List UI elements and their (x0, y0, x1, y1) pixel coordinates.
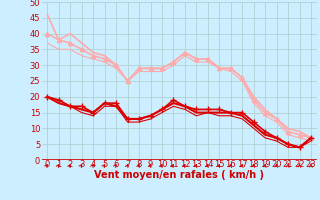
X-axis label: Vent moyen/en rafales ( km/h ): Vent moyen/en rafales ( km/h ) (94, 170, 264, 180)
